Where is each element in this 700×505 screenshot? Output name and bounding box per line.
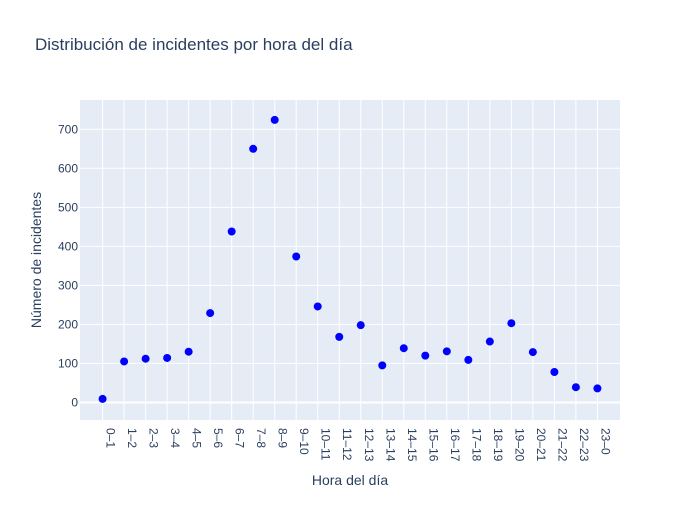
- y-tick-label: 500: [58, 200, 78, 214]
- x-tick-label: 14–15: [405, 428, 419, 462]
- data-point[interactable]: [163, 353, 172, 362]
- y-tick-label: 200: [58, 317, 78, 331]
- x-axis-title: Hora del día: [312, 472, 388, 488]
- data-point[interactable]: [120, 357, 129, 366]
- y-tick-label: 0: [71, 395, 78, 409]
- data-point[interactable]: [593, 384, 602, 393]
- data-point[interactable]: [98, 394, 107, 403]
- x-tick-label: 11–12: [340, 428, 354, 461]
- x-tick-label: 0–1: [104, 428, 118, 448]
- data-point[interactable]: [270, 115, 279, 124]
- x-tick-label: 22–23: [577, 428, 591, 462]
- data-point[interactable]: [550, 368, 559, 376]
- x-tick-label: 3–4: [168, 428, 182, 448]
- data-point[interactable]: [141, 354, 150, 363]
- data-point[interactable]: [485, 337, 494, 346]
- x-tick-label: 18–19: [491, 428, 505, 462]
- data-point[interactable]: [313, 302, 322, 311]
- data-point[interactable]: [399, 344, 408, 353]
- y-tick-label: 400: [58, 239, 78, 253]
- data-point[interactable]: [464, 355, 473, 364]
- x-tick-label: 12–13: [362, 428, 376, 462]
- plot-area: [80, 100, 620, 420]
- data-point[interactable]: [442, 347, 451, 356]
- data-point[interactable]: [507, 319, 516, 328]
- data-point[interactable]: [227, 227, 236, 236]
- y-axis-title: Número de incidentes: [28, 192, 44, 328]
- x-tick-labels: 0–1 1–2 2–3 3–4 4–5 5–6 6–7 7–8 8–9 9–10 10–11 11–1…: [104, 428, 613, 462]
- x-tick-label: 5–6: [211, 428, 225, 448]
- x-tick-label: 16–17: [448, 428, 462, 462]
- x-tick-label: 15–16: [426, 428, 440, 462]
- data-point[interactable]: [528, 348, 537, 357]
- grid-layer: [80, 100, 620, 420]
- x-tick-label: 23–0: [598, 428, 612, 455]
- x-tick-label: 8–9: [276, 428, 290, 448]
- x-tick-label: 9–10: [297, 428, 311, 455]
- x-tick-label: 1–2: [125, 428, 139, 448]
- y-tick-labels: 0 100 200 300 400 500 600 700: [58, 122, 78, 409]
- x-tick-label: 17–18: [469, 428, 483, 462]
- data-point[interactable]: [356, 321, 365, 330]
- y-tick-label: 100: [58, 356, 78, 370]
- x-tick-label: 10–11: [319, 428, 333, 461]
- data-point[interactable]: [571, 383, 580, 392]
- y-tick-label: 600: [58, 161, 78, 175]
- y-tick-label: 300: [58, 278, 78, 292]
- x-tick-label: 2–3: [147, 428, 161, 448]
- data-points: [98, 115, 602, 403]
- y-tick-label: 700: [58, 122, 78, 136]
- data-point[interactable]: [421, 351, 430, 360]
- x-tick-label: 20–21: [534, 428, 548, 462]
- data-point[interactable]: [184, 347, 193, 356]
- data-point[interactable]: [249, 144, 258, 153]
- data-point[interactable]: [378, 361, 387, 370]
- chart-title: Distribución de incidentes por hora del …: [35, 35, 353, 54]
- x-tick-label: 4–5: [190, 428, 204, 448]
- data-point[interactable]: [335, 332, 344, 341]
- x-tick-label: 19–20: [512, 428, 526, 462]
- data-point[interactable]: [206, 309, 215, 318]
- x-tick-label: 21–22: [555, 428, 569, 462]
- x-tick-label: 6–7: [233, 428, 247, 448]
- x-tick-label: 13–14: [383, 428, 397, 462]
- x-tick-label: 7–8: [254, 428, 268, 448]
- data-point[interactable]: [292, 252, 301, 261]
